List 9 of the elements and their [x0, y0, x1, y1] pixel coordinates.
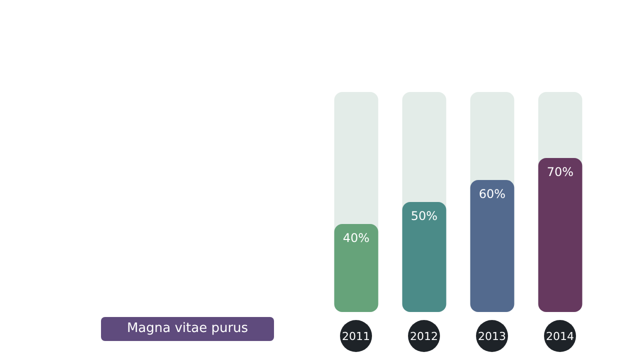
data-label: 60% — [478, 187, 506, 201]
text: Magna vitae purus — [101, 317, 274, 341]
x-tick-label: 2012 — [410, 330, 438, 343]
x-tick-label: 2011 — [342, 330, 370, 343]
data-label: 40% — [342, 231, 370, 245]
x-tick-label: 2013 — [478, 330, 506, 343]
x-tick-label: 2014 — [546, 330, 574, 343]
data-label: 70% — [546, 165, 574, 179]
data-label: 50% — [410, 209, 438, 223]
